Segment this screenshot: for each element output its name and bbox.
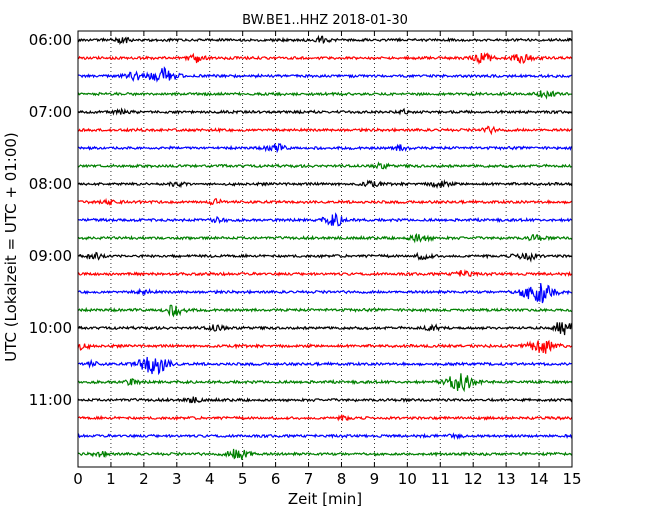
trace-0945 (77, 304, 573, 318)
trace-1015 (77, 339, 573, 354)
chart-title: BW.BE1..HHZ 2018-01-30 (242, 13, 408, 28)
trace-0830 (77, 212, 573, 227)
trace-0630 (77, 66, 573, 83)
x-tick-label: 2 (139, 470, 149, 488)
trace-0930 (77, 283, 573, 304)
y-tick-label: 06:00 (29, 31, 72, 49)
x-tick-label: 12 (464, 470, 483, 488)
trace-0730 (77, 142, 573, 154)
vertical-gridlines (110, 31, 540, 467)
x-tick-label: 14 (530, 470, 549, 488)
trace-1100 (77, 396, 573, 404)
x-tick-label: 10 (398, 470, 417, 488)
trace-0745 (77, 161, 573, 170)
x-tick-label: 3 (172, 470, 182, 488)
x-tick-label: 0 (73, 470, 83, 488)
x-tick-label: 6 (271, 470, 281, 488)
x-tick-label: 7 (304, 470, 314, 488)
x-tick-label: 9 (370, 470, 380, 488)
x-tick-label: 11 (431, 470, 450, 488)
y-tick-label: 10:00 (29, 319, 72, 337)
trace-0900 (77, 251, 573, 263)
trace-1045 (77, 373, 573, 393)
trace-0615 (77, 52, 573, 65)
trace-0700 (77, 107, 573, 116)
trace-0715 (77, 125, 573, 136)
plot-frame (77, 30, 573, 468)
trace-1145 (77, 448, 573, 460)
y-axis-label: UTC (Lokalzeit = UTC + 01:00) (2, 132, 20, 362)
trace-1130 (77, 432, 573, 440)
y-tick-label: 11:00 (29, 391, 72, 409)
trace-0845 (77, 233, 573, 244)
trace-1115 (77, 414, 573, 422)
trace-0800 (77, 179, 573, 190)
y-tick-label: 08:00 (29, 175, 72, 193)
x-tick-label: 5 (238, 470, 248, 488)
y-axis-ticks: 06:00 07:00 08:00 09:00 10:00 11:00 (29, 31, 572, 409)
trace-1030 (77, 356, 573, 376)
trace-0915 (77, 268, 573, 278)
trace-0645 (77, 90, 573, 100)
x-axis-label: Zeit [min] (288, 490, 362, 508)
y-tick-label: 09:00 (29, 247, 72, 265)
trace-group (77, 34, 573, 460)
x-tick-label: 4 (205, 470, 215, 488)
y-tick-label: 07:00 (29, 103, 72, 121)
x-tick-label: 1 (106, 470, 116, 488)
x-tick-label: 8 (337, 470, 347, 488)
x-axis-ticks: 0 1 2 3 4 5 6 7 8 9 10 11 12 13 14 15 (73, 31, 582, 488)
x-tick-label: 13 (497, 470, 516, 488)
trace-1000 (77, 322, 573, 336)
trace-0815 (77, 197, 573, 206)
x-tick-label: 15 (562, 470, 581, 488)
trace-0600 (77, 34, 573, 45)
